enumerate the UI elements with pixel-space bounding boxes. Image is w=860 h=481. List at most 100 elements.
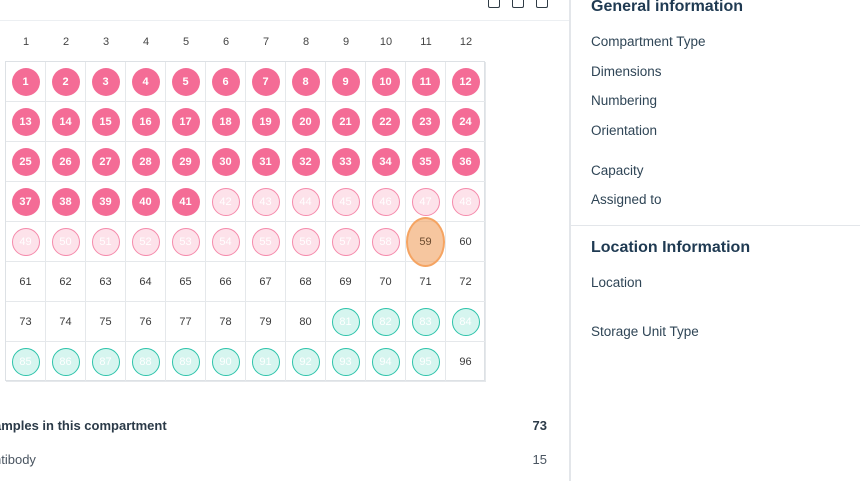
well-cell[interactable]: 74 — [46, 302, 86, 342]
well-cell[interactable]: 96 — [446, 342, 486, 382]
well-cell[interactable]: 82 — [366, 302, 406, 342]
well-cell[interactable]: 43 — [246, 182, 286, 222]
well-cell[interactable]: 36 — [446, 142, 486, 182]
well-cell[interactable]: 5 — [166, 62, 206, 102]
well-cell[interactable]: 53 — [166, 222, 206, 262]
well-cell[interactable]: 76 — [126, 302, 166, 342]
well-cell[interactable]: 79 — [246, 302, 286, 342]
well-cell[interactable]: 83 — [406, 302, 446, 342]
well-cell[interactable]: 1 — [6, 62, 46, 102]
well-cell[interactable]: 87 — [86, 342, 126, 382]
well-cell[interactable]: 93 — [326, 342, 366, 382]
well-cell[interactable]: 20 — [286, 102, 326, 142]
well-cell[interactable]: 60 — [446, 222, 486, 262]
well-cell[interactable]: 2 — [46, 62, 86, 102]
well-cell[interactable]: 66 — [206, 262, 246, 302]
well-cell[interactable]: 38 — [46, 182, 86, 222]
well-cell[interactable]: 24 — [446, 102, 486, 142]
well-cell[interactable]: 41 — [166, 182, 206, 222]
well-cell[interactable]: 4 — [126, 62, 166, 102]
well-cell[interactable]: 77 — [166, 302, 206, 342]
well-cell[interactable]: 68 — [286, 262, 326, 302]
well-cell[interactable]: 67 — [246, 262, 286, 302]
well-cell[interactable]: 52 — [126, 222, 166, 262]
well-cell[interactable]: 91 — [246, 342, 286, 382]
well-cell[interactable]: 88 — [126, 342, 166, 382]
well-cell[interactable]: 35 — [406, 142, 446, 182]
well-cell[interactable]: 49 — [6, 222, 46, 262]
well-cell[interactable]: 31 — [246, 142, 286, 182]
well-cell[interactable]: 45 — [326, 182, 366, 222]
well-cell[interactable]: 23 — [406, 102, 446, 142]
well-cell[interactable]: 50 — [46, 222, 86, 262]
well-cell[interactable]: 65 — [166, 262, 206, 302]
well-cell[interactable]: 34 — [366, 142, 406, 182]
well-cell[interactable]: 18 — [206, 102, 246, 142]
expand-icon[interactable] — [512, 0, 524, 8]
well-cell[interactable]: 8 — [286, 62, 326, 102]
well-cell[interactable]: 62 — [46, 262, 86, 302]
well-cell[interactable]: 81 — [326, 302, 366, 342]
well-cell[interactable]: 75 — [86, 302, 126, 342]
well-cell[interactable]: 54 — [206, 222, 246, 262]
well-cell[interactable]: 58 — [366, 222, 406, 262]
well-cell[interactable]: 69 — [326, 262, 366, 302]
well-cell[interactable]: 16 — [126, 102, 166, 142]
well-cell[interactable]: 71 — [406, 262, 446, 302]
well-cell[interactable]: 25 — [6, 142, 46, 182]
well-cell[interactable]: 6 — [206, 62, 246, 102]
well-cell[interactable]: 37 — [6, 182, 46, 222]
well-cell[interactable]: 95 — [406, 342, 446, 382]
well-cell[interactable]: 32 — [286, 142, 326, 182]
well-cell[interactable]: 64 — [126, 262, 166, 302]
well-cell[interactable]: 7 — [246, 62, 286, 102]
well-cell[interactable]: 30 — [206, 142, 246, 182]
well-cell[interactable]: 72 — [446, 262, 486, 302]
well-cell[interactable]: 57 — [326, 222, 366, 262]
well-cell[interactable]: 40 — [126, 182, 166, 222]
well-cell[interactable]: 80 — [286, 302, 326, 342]
well-cell[interactable]: 51 — [86, 222, 126, 262]
well-cell[interactable]: 11 — [406, 62, 446, 102]
well-cell[interactable]: 9 — [326, 62, 366, 102]
well-cell[interactable]: 47 — [406, 182, 446, 222]
well-cell[interactable]: 27 — [86, 142, 126, 182]
well-cell[interactable]: 73 — [6, 302, 46, 342]
well-cell[interactable]: 59 — [406, 216, 446, 267]
well-cell[interactable]: 39 — [86, 182, 126, 222]
well-cell[interactable]: 89 — [166, 342, 206, 382]
well-cell[interactable]: 10 — [366, 62, 406, 102]
well-cell[interactable]: 78 — [206, 302, 246, 342]
well-cell[interactable]: 44 — [286, 182, 326, 222]
well-cell[interactable]: 86 — [46, 342, 86, 382]
well-cell[interactable]: 29 — [166, 142, 206, 182]
well-cell[interactable]: 70 — [366, 262, 406, 302]
well-cell[interactable]: 3 — [86, 62, 126, 102]
well-cell[interactable]: 92 — [286, 342, 326, 382]
well-cell[interactable]: 94 — [366, 342, 406, 382]
well-position: 60 — [459, 235, 472, 248]
well-cell[interactable]: 85 — [6, 342, 46, 382]
well-cell[interactable]: 17 — [166, 102, 206, 142]
export-icon[interactable] — [488, 0, 500, 8]
well-cell[interactable]: 42 — [206, 182, 246, 222]
well-cell[interactable]: 33 — [326, 142, 366, 182]
well-cell[interactable]: 22 — [366, 102, 406, 142]
well-cell[interactable]: 12 — [446, 62, 486, 102]
well-cell[interactable]: 19 — [246, 102, 286, 142]
well-cell[interactable]: 21 — [326, 102, 366, 142]
well-cell[interactable]: 61 — [6, 262, 46, 302]
well-cell[interactable]: 56 — [286, 222, 326, 262]
well-cell[interactable]: 90 — [206, 342, 246, 382]
well-cell[interactable]: 28 — [126, 142, 166, 182]
well-cell[interactable]: 13 — [6, 102, 46, 142]
well-cell[interactable]: 14 — [46, 102, 86, 142]
well-cell[interactable]: 63 — [86, 262, 126, 302]
well-cell[interactable]: 55 — [246, 222, 286, 262]
fullscreen-icon[interactable] — [536, 0, 548, 8]
well-cell[interactable]: 46 — [366, 182, 406, 222]
well-cell[interactable]: 15 — [86, 102, 126, 142]
well-cell[interactable]: 84 — [446, 302, 486, 342]
well-cell[interactable]: 26 — [46, 142, 86, 182]
well-cell[interactable]: 48 — [446, 182, 486, 222]
